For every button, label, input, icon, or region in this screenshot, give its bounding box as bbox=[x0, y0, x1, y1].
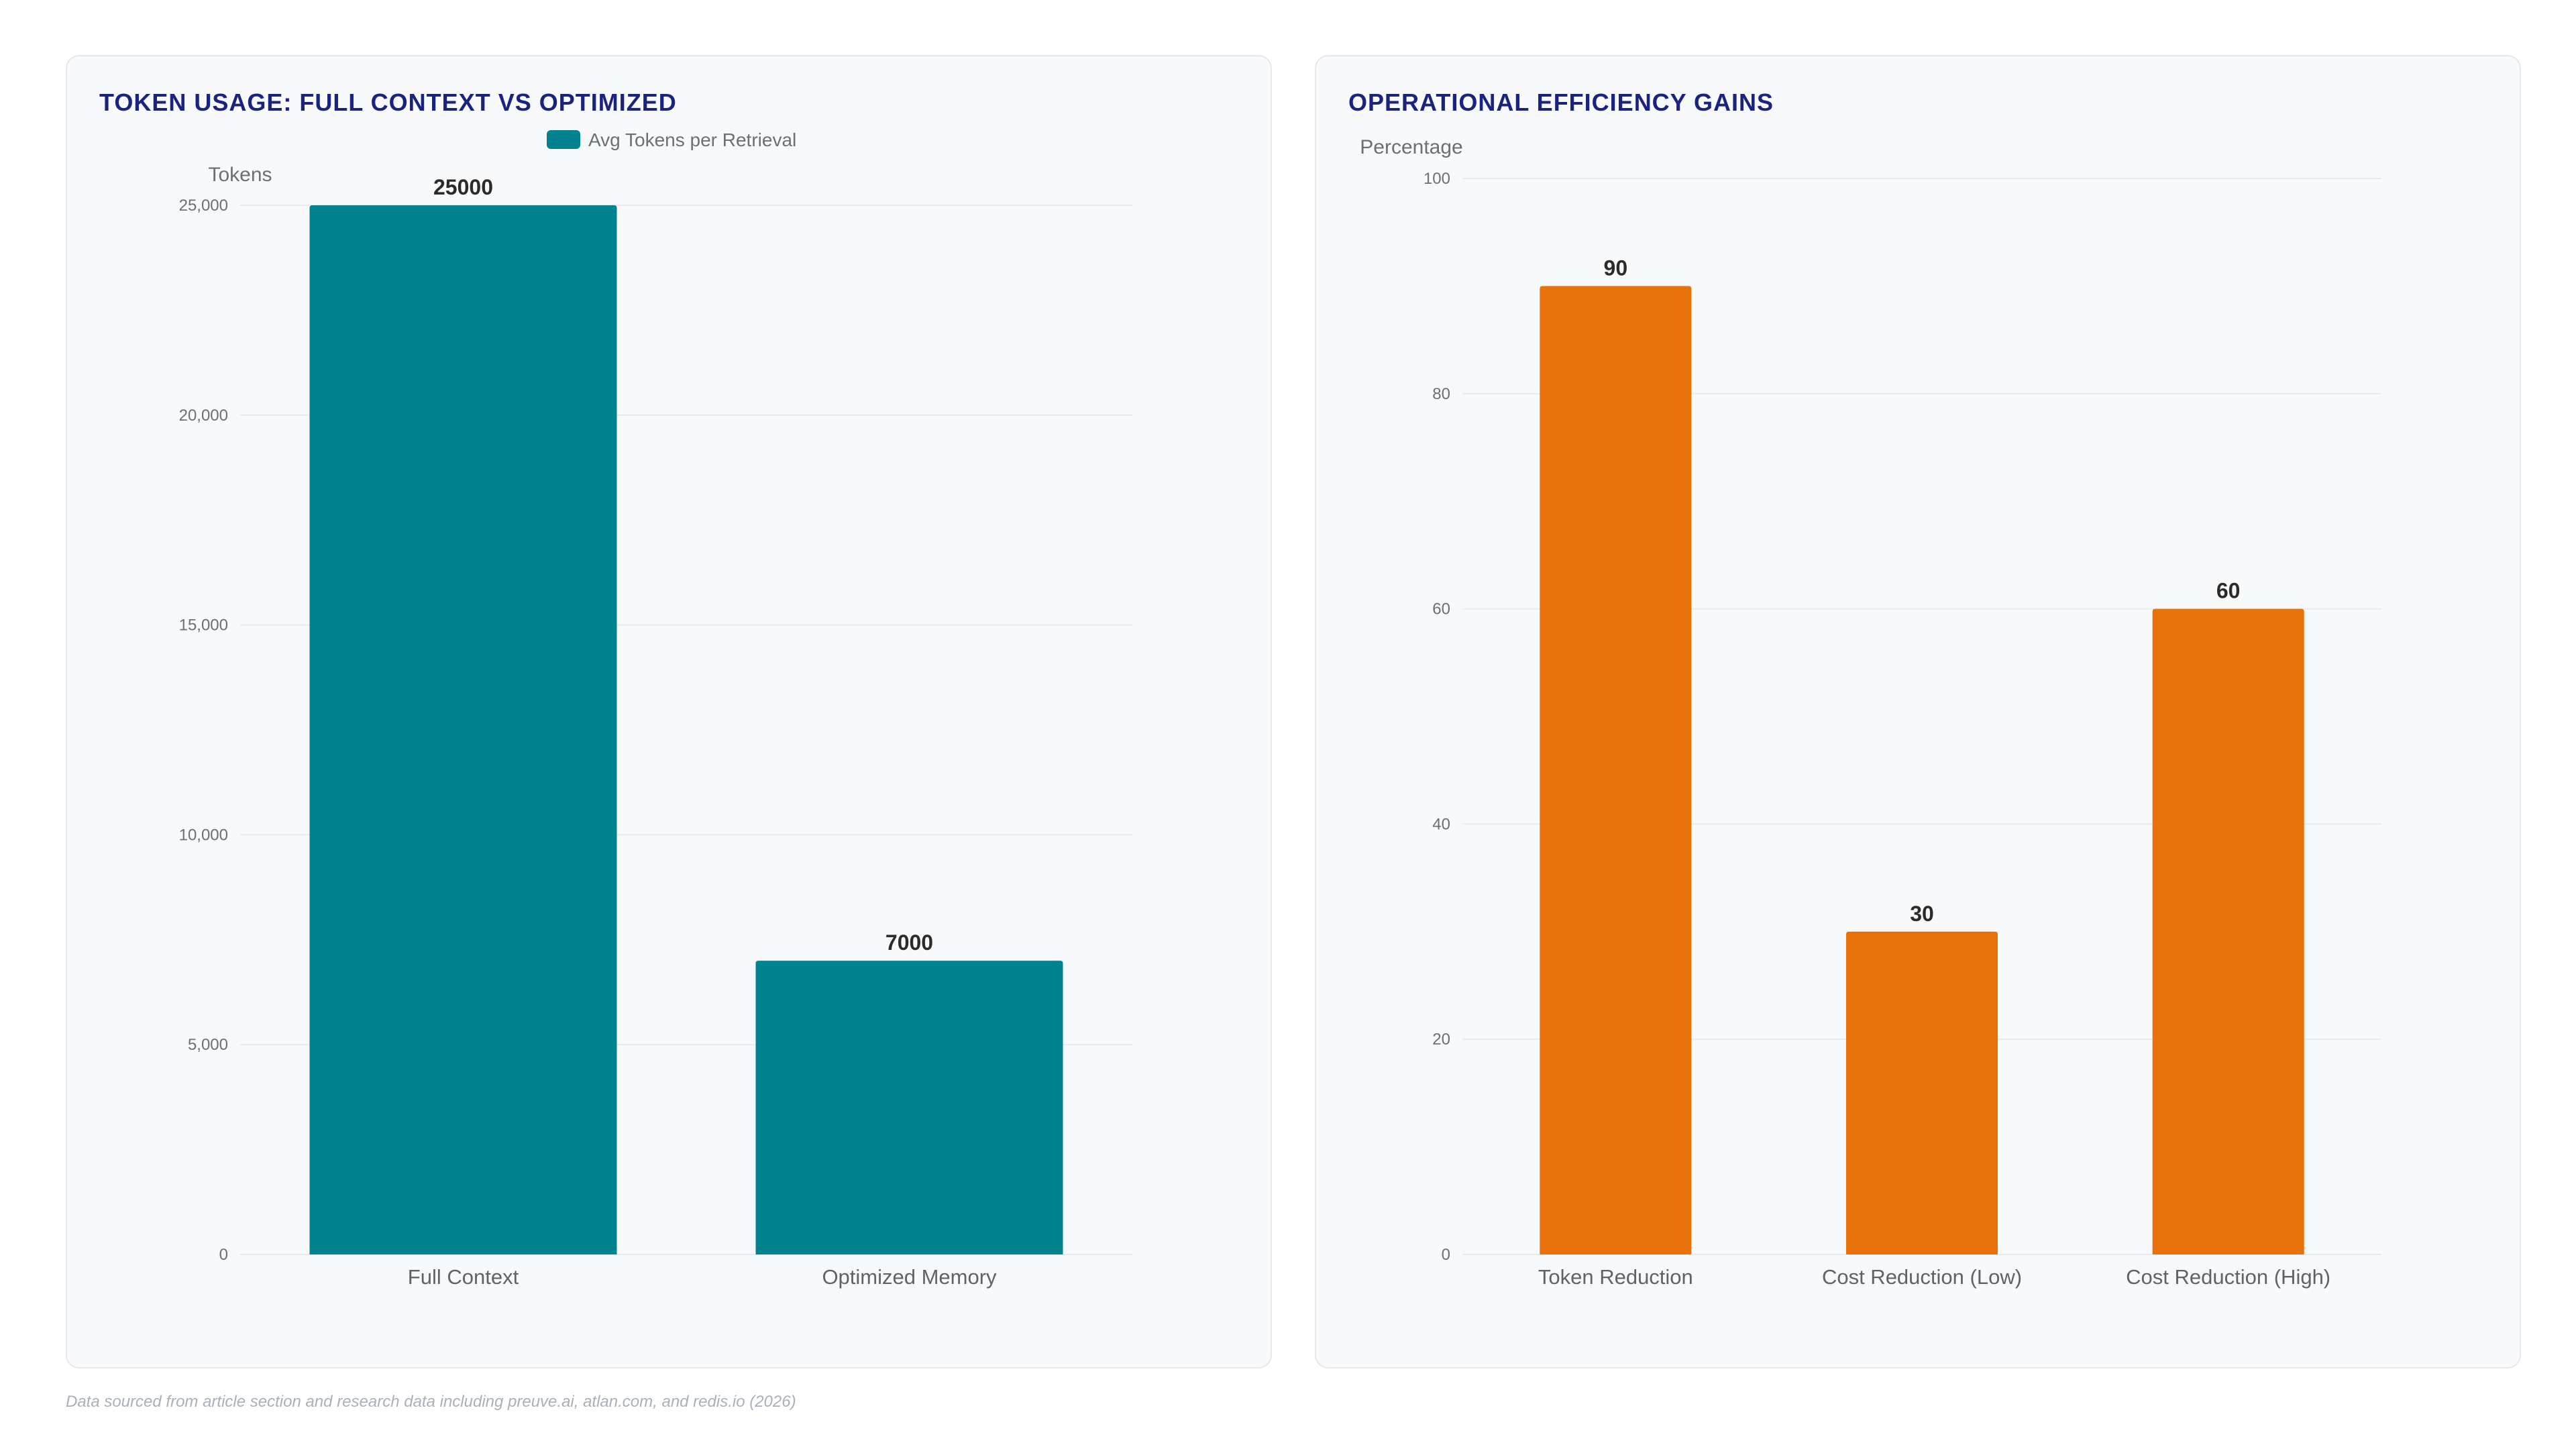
legend-label: Avg Tokens per Retrieval bbox=[588, 129, 796, 150]
x-category-label: Cost Reduction (High) bbox=[2126, 1265, 2330, 1289]
bar-value-label: 25000 bbox=[433, 175, 493, 199]
y-tick-label: 80 bbox=[1432, 385, 1450, 403]
legend-swatch bbox=[547, 130, 580, 149]
y-tick-label: 20,000 bbox=[179, 407, 228, 425]
bar-value-label: 30 bbox=[1910, 902, 1934, 926]
y-tick-label: 25,000 bbox=[179, 197, 228, 215]
chart-title: OPERATIONAL EFFICIENCY GAINS bbox=[1348, 89, 1774, 116]
x-category-label: Full Context bbox=[408, 1265, 519, 1289]
token-usage-bar-chart: 0 5,000 10,000 15,000 20,000 25,000 Tokens 2500… bbox=[179, 129, 1132, 1289]
token-usage-chart-card: TOKEN USAGE: FULL CONTEXT VS OPTIMIZED 0… bbox=[66, 55, 1272, 1368]
y-tick-label: 100 bbox=[1424, 170, 1450, 188]
y-tick-label: 0 bbox=[1442, 1246, 1450, 1264]
bar bbox=[1540, 286, 1692, 1254]
chart-title: TOKEN USAGE: FULL CONTEXT VS OPTIMIZED bbox=[99, 89, 677, 116]
x-category-label: Cost Reduction (Low) bbox=[1822, 1265, 2022, 1289]
y-axis-title: Percentage bbox=[1360, 136, 1462, 158]
x-category-label: Token Reduction bbox=[1538, 1265, 1693, 1289]
bar bbox=[1846, 931, 1998, 1254]
x-category-label: Optimized Memory bbox=[822, 1265, 997, 1289]
y-tick-label: 60 bbox=[1432, 600, 1450, 619]
y-tick-label: 5,000 bbox=[188, 1036, 228, 1054]
data-source-footnote: Data sourced from article section and re… bbox=[66, 1393, 796, 1411]
y-tick-label: 15,000 bbox=[179, 616, 228, 635]
y-tick-label: 40 bbox=[1432, 815, 1450, 833]
bar bbox=[2152, 608, 2304, 1254]
y-axis-title: Tokens bbox=[208, 164, 272, 186]
bar bbox=[309, 205, 617, 1254]
bar-value-label: 60 bbox=[2216, 579, 2241, 603]
bar-value-label: 90 bbox=[1604, 256, 1628, 280]
y-tick-label: 10,000 bbox=[179, 826, 228, 844]
efficiency-gains-bar-chart: 0 20 40 60 80 100 Percentage 90 Token Reduction 3… bbox=[1360, 136, 2381, 1289]
y-tick-label: 20 bbox=[1432, 1030, 1450, 1049]
y-tick-label: 0 bbox=[219, 1246, 228, 1264]
efficiency-gains-chart-card: OPERATIONAL EFFICIENCY GAINS 0 20 40 60 80 10… bbox=[1315, 55, 2521, 1368]
bar bbox=[755, 961, 1063, 1254]
bar-value-label: 7000 bbox=[885, 930, 933, 955]
